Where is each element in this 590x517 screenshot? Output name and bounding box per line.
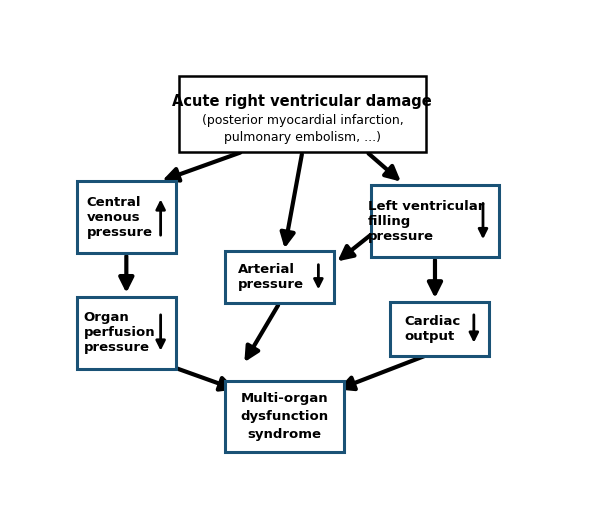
Text: Cardiac
output: Cardiac output <box>405 315 461 343</box>
Text: Left ventricular
filling
pressure: Left ventricular filling pressure <box>368 200 484 243</box>
Text: Multi-organ
dysfunction
syndrome: Multi-organ dysfunction syndrome <box>240 392 328 441</box>
FancyBboxPatch shape <box>371 186 499 257</box>
Text: Central
venous
pressure: Central venous pressure <box>87 196 152 239</box>
FancyBboxPatch shape <box>77 297 176 369</box>
Text: (posterior myocardial infarction,
pulmonary embolism, ...): (posterior myocardial infarction, pulmon… <box>202 114 403 144</box>
FancyBboxPatch shape <box>77 181 176 253</box>
FancyBboxPatch shape <box>225 381 343 452</box>
FancyBboxPatch shape <box>179 76 426 151</box>
FancyBboxPatch shape <box>225 251 335 303</box>
Text: Arterial
pressure: Arterial pressure <box>238 263 304 291</box>
Text: Acute right ventricular damage: Acute right ventricular damage <box>172 94 432 110</box>
FancyBboxPatch shape <box>390 302 489 356</box>
Text: Organ
perfusion
pressure: Organ perfusion pressure <box>84 311 155 354</box>
